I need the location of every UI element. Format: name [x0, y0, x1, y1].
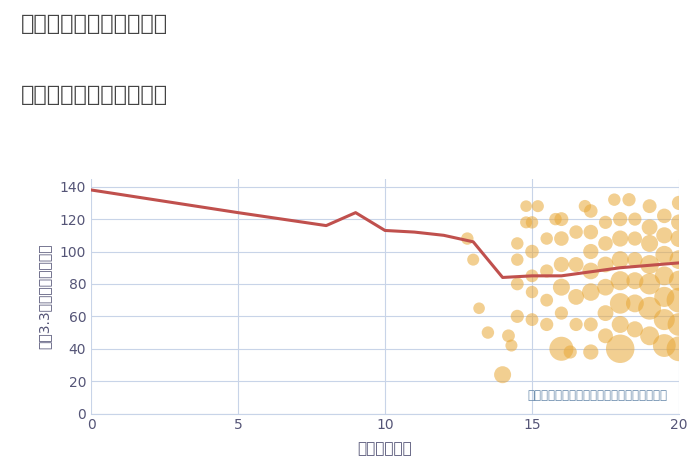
Point	[556, 345, 567, 352]
Point	[521, 219, 532, 226]
Point	[526, 219, 538, 226]
Point	[615, 215, 626, 223]
Point	[556, 283, 567, 291]
Y-axis label: 坪（3.3㎡）単価（万円）: 坪（3.3㎡）単価（万円）	[37, 243, 51, 349]
Point	[629, 235, 641, 243]
Point	[570, 293, 582, 301]
Point	[556, 309, 567, 317]
Point	[644, 223, 655, 231]
Point	[585, 321, 596, 328]
Point	[673, 199, 685, 207]
Point	[565, 348, 576, 356]
Point	[615, 277, 626, 284]
Point	[659, 232, 670, 239]
Point	[512, 256, 523, 263]
Point	[615, 235, 626, 243]
Point	[659, 293, 670, 301]
Point	[644, 280, 655, 288]
Point	[556, 235, 567, 243]
Point	[659, 272, 670, 280]
Point	[503, 332, 514, 339]
Point	[644, 305, 655, 312]
Point	[556, 261, 567, 268]
Point	[615, 256, 626, 263]
Point	[580, 203, 591, 210]
Point	[570, 228, 582, 236]
Point	[673, 345, 685, 352]
Point	[644, 240, 655, 247]
Point	[659, 251, 670, 258]
Point	[673, 277, 685, 284]
Point	[629, 256, 641, 263]
Point	[609, 196, 620, 204]
Point	[600, 261, 611, 268]
Point	[629, 300, 641, 307]
Point	[673, 321, 685, 328]
Point	[526, 248, 538, 255]
Point	[526, 288, 538, 296]
X-axis label: 駅距離（分）: 駅距離（分）	[358, 441, 412, 456]
Point	[673, 256, 685, 263]
Point	[585, 288, 596, 296]
Point	[600, 332, 611, 339]
Point	[497, 371, 508, 378]
Point	[585, 267, 596, 275]
Point	[600, 283, 611, 291]
Point	[468, 256, 479, 263]
Point	[512, 313, 523, 320]
Point	[629, 215, 641, 223]
Text: 福岡県福岡市西区野方の: 福岡県福岡市西区野方の	[21, 14, 168, 34]
Point	[585, 228, 596, 236]
Point	[462, 235, 473, 243]
Point	[615, 300, 626, 307]
Point	[541, 321, 552, 328]
Point	[541, 267, 552, 275]
Point	[512, 280, 523, 288]
Point	[659, 342, 670, 349]
Text: 円の大きさは、取引のあった物件面積を示す: 円の大きさは、取引のあった物件面積を示す	[527, 389, 667, 402]
Point	[629, 277, 641, 284]
Point	[644, 203, 655, 210]
Point	[570, 321, 582, 328]
Point	[673, 297, 685, 304]
Point	[644, 261, 655, 268]
Point	[550, 215, 561, 223]
Point	[541, 297, 552, 304]
Point	[585, 207, 596, 215]
Point	[541, 235, 552, 243]
Point	[644, 332, 655, 339]
Point	[600, 240, 611, 247]
Point	[521, 203, 532, 210]
Point	[600, 309, 611, 317]
Point	[673, 219, 685, 226]
Point	[659, 316, 670, 323]
Point	[570, 261, 582, 268]
Text: 駅距離別中古戸建て価格: 駅距離別中古戸建て価格	[21, 85, 168, 105]
Point	[585, 348, 596, 356]
Point	[482, 329, 493, 337]
Point	[556, 215, 567, 223]
Point	[673, 235, 685, 243]
Point	[473, 305, 484, 312]
Point	[615, 321, 626, 328]
Point	[506, 342, 517, 349]
Point	[600, 219, 611, 226]
Point	[526, 272, 538, 280]
Point	[512, 240, 523, 247]
Point	[532, 203, 543, 210]
Point	[659, 212, 670, 219]
Point	[585, 248, 596, 255]
Point	[615, 345, 626, 352]
Point	[629, 326, 641, 333]
Point	[624, 196, 635, 204]
Point	[526, 316, 538, 323]
